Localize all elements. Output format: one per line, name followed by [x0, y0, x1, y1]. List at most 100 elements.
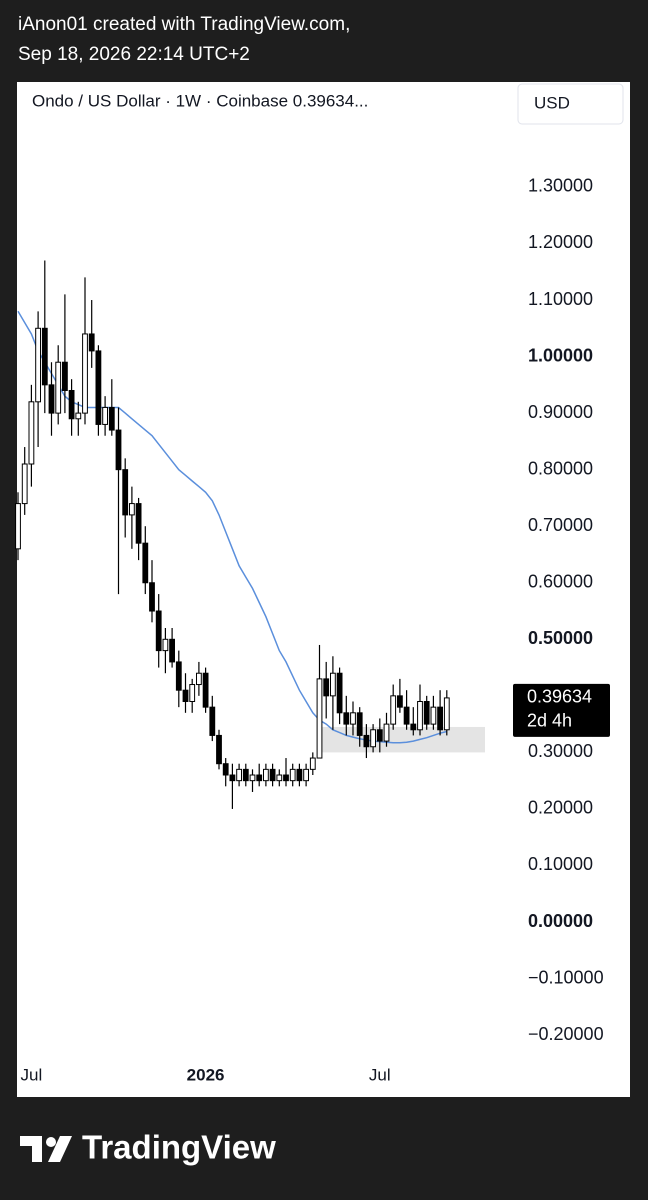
y-tick-label: −0.20000 [528, 1024, 604, 1044]
logo-part [48, 1136, 72, 1162]
candle-body [48, 384, 55, 414]
candle-body [142, 542, 149, 584]
candle-body [162, 638, 169, 652]
candle-body [182, 689, 189, 702]
candle-body [28, 401, 35, 465]
candle-body [55, 361, 62, 414]
candle-body [62, 361, 68, 391]
candle-body [108, 406, 115, 431]
candle-body [229, 774, 236, 782]
candle-body [82, 333, 88, 414]
candle-body [383, 723, 390, 742]
candle-body [330, 672, 336, 697]
y-tick-label: 0.60000 [528, 572, 593, 592]
y-tick-label: 0.10000 [528, 854, 593, 874]
countdown-label: 2d 4h [527, 711, 572, 731]
y-tick-label: 1.00000 [528, 345, 593, 365]
candle-body [397, 695, 403, 708]
author-line: iAnon01 created with TradingView.com, [18, 14, 350, 35]
chart-panel [17, 82, 630, 1097]
candle-body [202, 672, 209, 708]
candle-body [390, 695, 397, 725]
candle-body [115, 429, 122, 471]
candle-body [209, 706, 216, 736]
candle-body [437, 706, 444, 731]
support-zone [320, 726, 485, 753]
candle-body [363, 734, 370, 748]
candle-body [303, 768, 310, 782]
candle-body [269, 768, 276, 782]
candle-body [356, 712, 363, 736]
candle-body [155, 610, 162, 652]
candle-body [370, 729, 377, 748]
candle-body [196, 672, 202, 686]
currency-label: USD [534, 93, 570, 112]
y-tick-label: 0.50000 [528, 628, 593, 648]
x-tick-label: Jul [21, 1065, 43, 1084]
date-line: Sep 18, 2026 22:14 UTC+2 [18, 44, 250, 65]
candle-body [135, 503, 142, 544]
candle-body [216, 734, 222, 765]
candle-body [316, 678, 323, 759]
y-tick-label: 0.80000 [528, 458, 593, 478]
candle-body [75, 412, 82, 420]
candle-body [336, 672, 343, 714]
x-tick-label: Jul [369, 1065, 391, 1084]
last-price-box [513, 683, 610, 737]
y-tick-label: 0.00000 [528, 911, 593, 931]
candle-body [242, 768, 249, 782]
candle-body [222, 763, 229, 776]
candle-body [323, 678, 330, 697]
candle-body [102, 406, 108, 425]
candle-body [430, 706, 437, 725]
candle-body [283, 774, 289, 782]
candle-body [175, 661, 182, 691]
brand-logo: TradingView [20, 1129, 276, 1166]
y-tick-label: 0.70000 [528, 515, 593, 535]
candle-body [122, 469, 129, 516]
candle-body [41, 327, 48, 386]
logo-part [20, 1136, 42, 1162]
candle-body [149, 582, 155, 612]
currency-button[interactable] [517, 83, 624, 125]
candle-body [343, 712, 350, 725]
candle-body [443, 697, 450, 731]
candle-body [68, 389, 75, 420]
y-tick-label: −0.10000 [528, 967, 604, 987]
candle-body [249, 774, 256, 782]
brand-name: TradingView [82, 1129, 276, 1166]
candle-body [129, 503, 135, 516]
candle-body [189, 684, 196, 702]
candle-body [403, 706, 410, 725]
x-tick-label: 2026 [187, 1065, 225, 1084]
candle-body [263, 768, 269, 782]
candle-body [417, 700, 423, 731]
plot-area: 1.30000 1.20000 1.10000 1.00000 0.90000 0.800… [15, 176, 610, 1084]
y-tick-label: 1.10000 [528, 289, 593, 309]
last-price-label: 0.39634 [527, 687, 592, 707]
candle-body [376, 729, 383, 742]
candle-body [88, 333, 95, 352]
candle-body [423, 700, 430, 725]
candle-body [276, 774, 283, 782]
y-tick-label: 0.90000 [528, 402, 593, 422]
candle-body [410, 723, 417, 731]
candle-body [169, 638, 175, 663]
candle-body [15, 503, 21, 550]
candle-body [21, 463, 28, 505]
candle-body [95, 350, 102, 425]
y-tick-label: 1.20000 [528, 232, 593, 252]
chart-title: Ondo / US Dollar · 1W · Coinbase 0.39634… [32, 91, 368, 110]
y-tick-label: 0.20000 [528, 798, 593, 818]
candle-body [236, 768, 242, 782]
candle-body [350, 712, 356, 725]
candle-body [256, 774, 263, 782]
y-tick-label: 1.30000 [528, 176, 593, 196]
candle-body [35, 327, 42, 403]
candle-body [289, 768, 296, 782]
logo-part [46, 1137, 56, 1147]
y-tick-label: 0.30000 [528, 741, 593, 761]
candle-body [309, 757, 316, 770]
candle-body [296, 768, 303, 782]
